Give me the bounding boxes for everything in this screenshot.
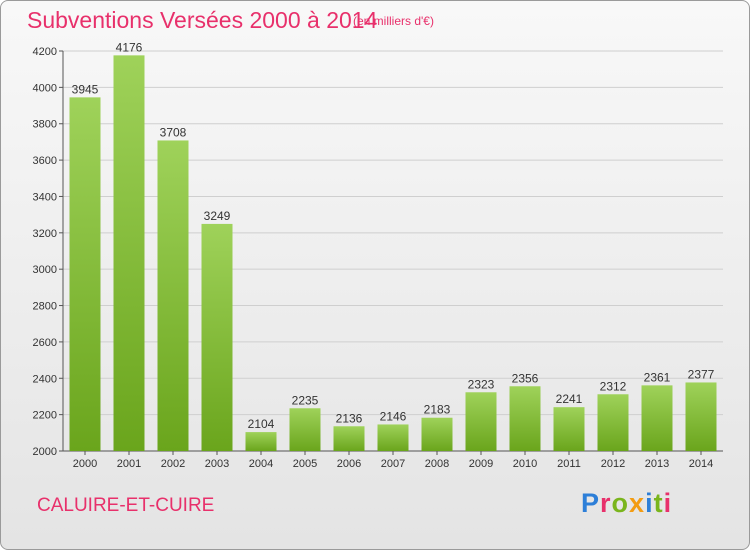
y-tick-label: 3400 (33, 191, 57, 203)
bar (553, 407, 585, 451)
x-tick-label: 2013 (645, 458, 669, 470)
bar (421, 417, 453, 451)
bar (641, 385, 673, 451)
bar (201, 223, 233, 451)
x-tick-label: 2007 (381, 458, 405, 470)
bar (113, 55, 145, 451)
bar-value-label: 2312 (600, 379, 627, 393)
bar-value-label: 2104 (248, 417, 275, 431)
bar (289, 408, 321, 451)
bar (685, 382, 717, 451)
y-tick-label: 2400 (33, 373, 57, 385)
bar (509, 386, 541, 451)
logo-letter: i (663, 488, 673, 518)
bar (157, 140, 189, 452)
y-tick-label: 2200 (33, 410, 57, 422)
commune-name: CALUIRE-ET-CUIRE (37, 495, 215, 516)
x-tick-label: 2002 (161, 458, 185, 470)
bar (245, 432, 277, 451)
x-tick-label: 2010 (513, 458, 537, 470)
bar (69, 97, 101, 451)
x-tick-label: 2012 (601, 458, 625, 470)
logo-letter: r (600, 488, 612, 518)
bar (465, 392, 497, 451)
bar-value-label: 2136 (336, 411, 363, 425)
bar-value-label: 2241 (556, 392, 583, 406)
logo-letter: i (645, 488, 654, 518)
x-tick-label: 2006 (337, 458, 361, 470)
y-tick-label: 4000 (33, 82, 57, 94)
logo-letter: x (629, 488, 646, 518)
chart-unit: (en milliers d'€) (353, 14, 434, 28)
bar-value-label: 2183 (424, 403, 451, 417)
bar (333, 426, 365, 451)
bar-value-label: 2323 (468, 377, 495, 391)
y-tick-label: 2600 (33, 337, 57, 349)
bar-value-label: 3249 (204, 209, 231, 223)
logo-letter: P (581, 488, 601, 518)
x-tick-label: 2003 (205, 458, 229, 470)
y-tick-label: 3000 (33, 264, 57, 276)
logo-letter: t (653, 488, 664, 518)
y-tick-label: 4200 (33, 46, 57, 58)
bar-value-label: 3945 (72, 82, 99, 96)
proxiti-logo: Proxiti (581, 488, 672, 519)
y-tick-label: 3200 (33, 228, 57, 240)
x-tick-label: 2009 (469, 458, 493, 470)
y-tick-label: 2000 (33, 446, 57, 458)
bar-value-label: 2377 (688, 367, 715, 381)
bar-value-label: 4176 (116, 40, 143, 54)
x-tick-label: 2004 (249, 458, 273, 470)
bar (597, 394, 629, 451)
bar (377, 424, 409, 451)
y-tick-label: 3600 (33, 155, 57, 167)
logo-letter: o (611, 488, 630, 518)
y-tick-label: 2800 (33, 301, 57, 313)
x-tick-label: 2000 (73, 458, 97, 470)
x-tick-label: 2008 (425, 458, 449, 470)
bar-value-label: 2235 (292, 393, 319, 407)
x-tick-label: 2014 (689, 458, 713, 470)
x-tick-label: 2005 (293, 458, 317, 470)
bar-value-label: 2146 (380, 409, 407, 423)
bar-value-label: 3708 (160, 125, 187, 139)
bar-value-label: 2361 (644, 370, 671, 384)
y-tick-label: 3800 (33, 119, 57, 131)
bar-value-label: 2356 (512, 371, 539, 385)
x-tick-label: 2001 (117, 458, 141, 470)
chart-title: Subventions Versées 2000 à 2014 (27, 7, 378, 33)
x-tick-label: 2011 (557, 458, 581, 470)
